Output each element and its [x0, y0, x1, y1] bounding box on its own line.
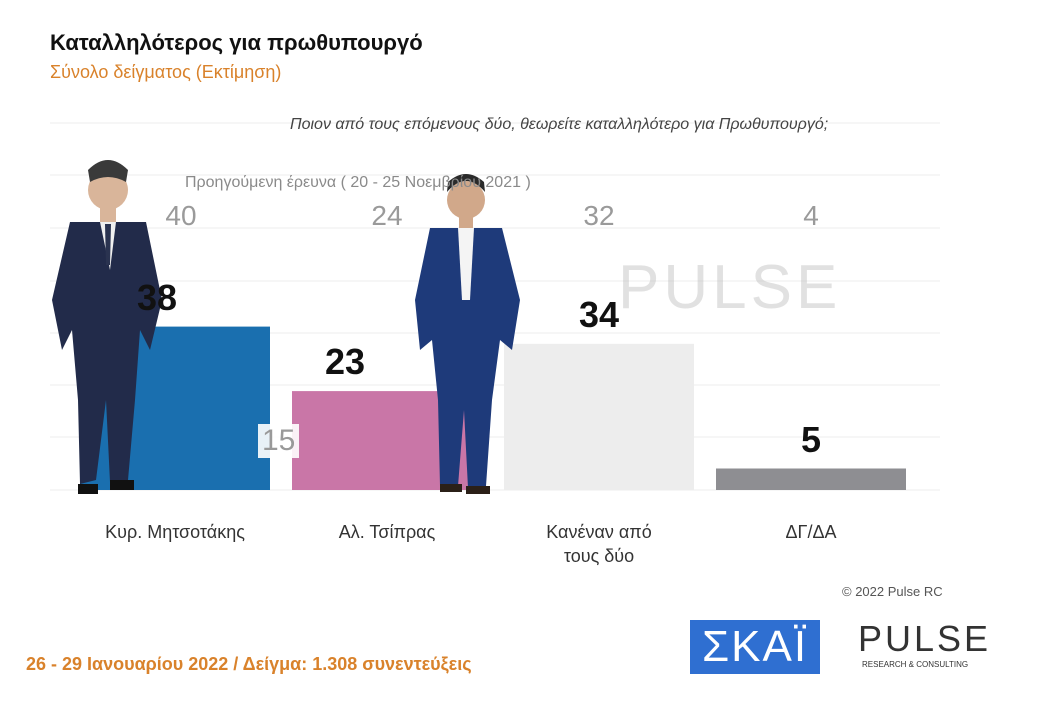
previous-value: 40: [165, 200, 197, 231]
previous-value: 32: [583, 200, 615, 231]
logo-skai: ΣΚΑΪ: [690, 620, 820, 674]
x-tick-label: Κυρ. Μητσοτάκης: [105, 522, 245, 542]
x-tick-label: Αλ. Τσίπρας: [338, 522, 436, 542]
question: Ποιον από τους επόμενους δύο, θεωρείτε κ…: [290, 116, 829, 133]
x-tick-label: Κανέναν από τους δύο: [546, 522, 652, 566]
logo-pulse-sub: RESEARCH & CONSULTING: [862, 660, 969, 669]
value-label: 34: [578, 293, 620, 335]
annotation: 15: [258, 424, 300, 458]
watermark: PULSE: [618, 253, 842, 322]
chart-subtitle: Σύνολο δείγματος (Εκτίμηση): [50, 62, 282, 82]
value-label: 5: [800, 418, 822, 460]
bar: [716, 468, 906, 490]
x-tick-label: ΔΓ/ΔΑ: [785, 522, 837, 542]
chart-title: Καταλληλότερος για πρωθυπουργό: [50, 30, 423, 55]
bar: [504, 343, 694, 490]
previous-value: 4: [803, 200, 819, 231]
value-label: 38: [136, 276, 178, 318]
previous-value: 24: [371, 200, 403, 231]
person-right: [415, 174, 520, 494]
footer: 26 - 29 Ιανουαρίου 2022 / Δείγμα: 1.308 …: [26, 654, 472, 674]
previous-label: Προηγούμενη έρευνα ( 20 - 25 Νοεμβρίου 2…: [185, 174, 531, 191]
logo-pulse: PULSE: [858, 618, 992, 659]
copyright: © 2022 Pulse RC: [842, 584, 943, 599]
person-left: [52, 160, 162, 494]
value-label: 23: [324, 341, 366, 383]
